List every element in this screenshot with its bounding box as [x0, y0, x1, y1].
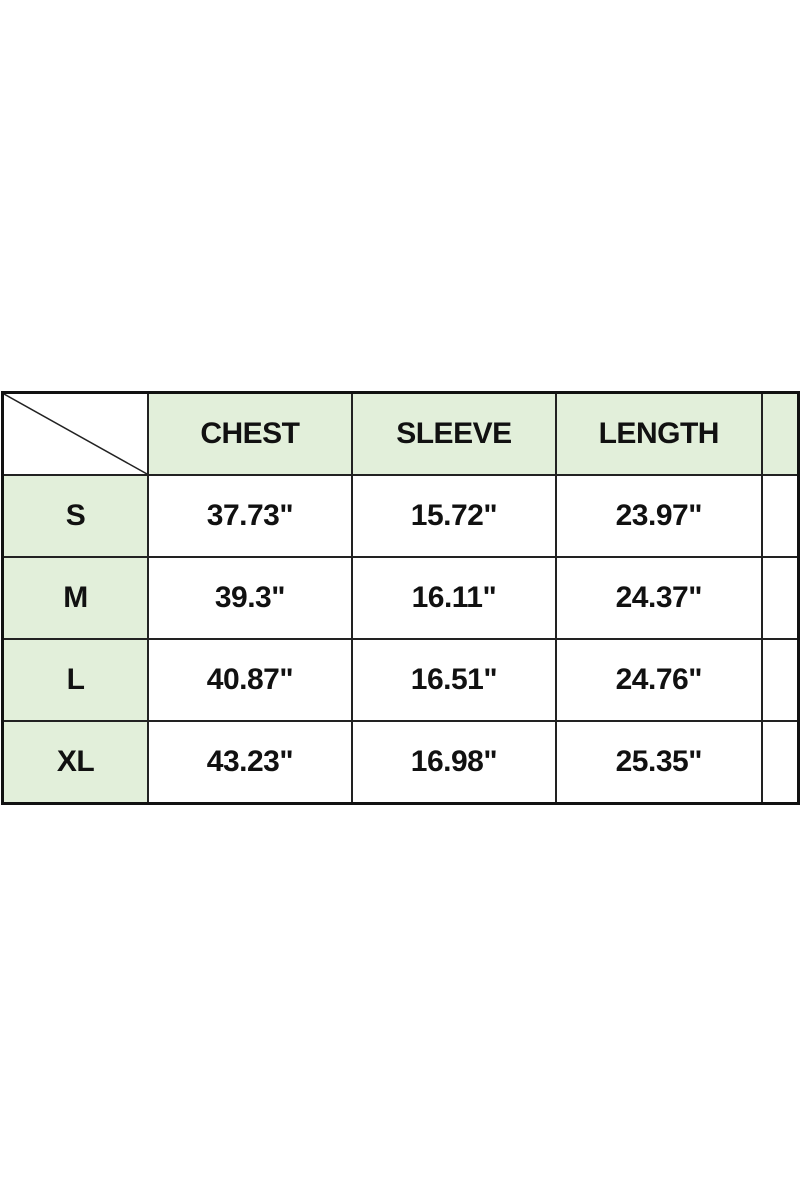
- header-row: CHEST SLEEVE LENGTH: [1, 391, 800, 476]
- size-chart-table: CHEST SLEEVE LENGTH S 37.73" 15.72" 23.9…: [1, 391, 800, 805]
- diagonal-line: [4, 394, 148, 474]
- row-header-size: M: [1, 556, 150, 640]
- column-header-chest: CHEST: [147, 391, 353, 476]
- table-row: L 40.87" 16.51" 24.76": [1, 638, 800, 722]
- table-row: S 37.73" 15.72" 23.97": [1, 474, 800, 558]
- cell-chest: 37.73": [147, 474, 353, 558]
- cell-chest: 43.23": [147, 720, 353, 805]
- cell-cutoff: [760, 638, 800, 722]
- row-header-size: S: [1, 474, 150, 558]
- cell-sleeve: 16.51": [350, 638, 558, 722]
- cell-cutoff: [760, 720, 800, 805]
- cell-sleeve: 15.72": [350, 474, 558, 558]
- cell-cutoff: [760, 556, 800, 640]
- cell-chest: 39.3": [147, 556, 353, 640]
- cell-sleeve: 16.11": [350, 556, 558, 640]
- cell-length: 23.97": [555, 474, 763, 558]
- row-header-size: XL: [1, 720, 150, 805]
- column-header-sleeve: SLEEVE: [350, 391, 558, 476]
- cell-length: 24.76": [555, 638, 763, 722]
- table-row: XL 43.23" 16.98" 25.35": [1, 720, 800, 805]
- corner-cell: [1, 391, 150, 476]
- row-header-size: L: [1, 638, 150, 722]
- cell-cutoff: [760, 474, 800, 558]
- cell-chest: 40.87": [147, 638, 353, 722]
- cell-length: 25.35": [555, 720, 763, 805]
- column-header-length: LENGTH: [555, 391, 763, 476]
- table-row: M 39.3" 16.11" 24.37": [1, 556, 800, 640]
- cell-sleeve: 16.98": [350, 720, 558, 805]
- cell-length: 24.37": [555, 556, 763, 640]
- column-header-cutoff: [760, 391, 800, 476]
